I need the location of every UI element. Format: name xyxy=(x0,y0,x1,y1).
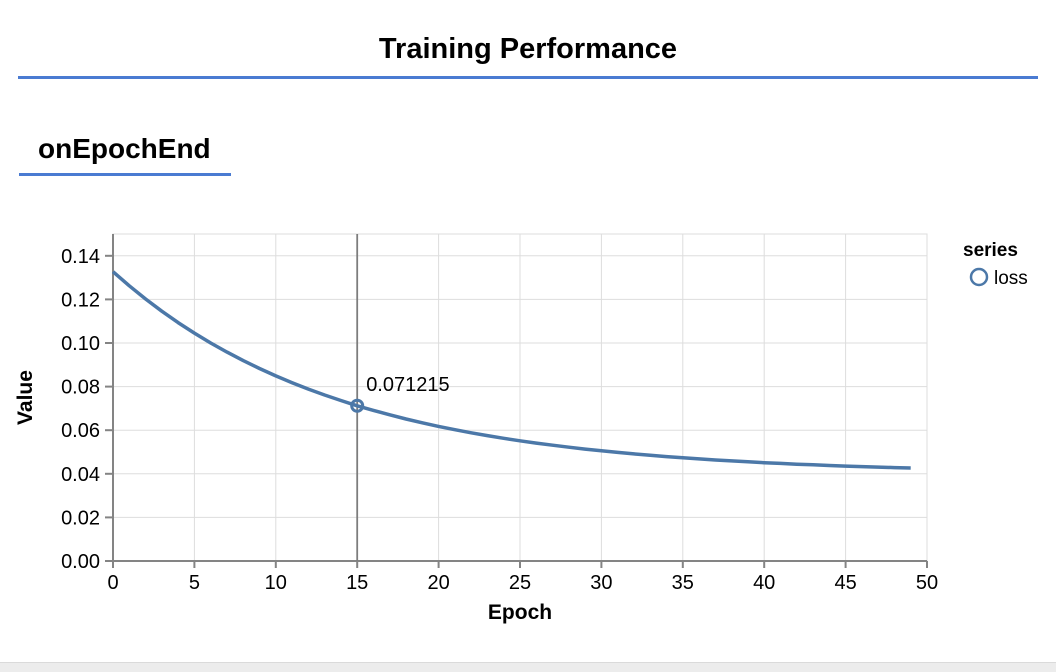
y-axis-title: Value xyxy=(14,370,37,425)
x-tick-label: 35 xyxy=(672,572,694,594)
highlight-point xyxy=(350,398,365,413)
x-axis-title: Epoch xyxy=(488,601,552,624)
y-tick-label: 0.14 xyxy=(61,246,100,268)
axis-ticks: 0 5 10 15 20 25 30 35 40 45 50 0.00 0.02 0.04 0.06 0.08… xyxy=(61,246,938,594)
page-title: Training Performance xyxy=(378,33,678,65)
y-tick-label: 0.00 xyxy=(61,551,100,573)
x-tick-label: 10 xyxy=(265,572,287,594)
y-tick-label: 0.06 xyxy=(61,420,100,442)
x-tick-label: 0 xyxy=(107,572,118,594)
x-tick-label: 50 xyxy=(916,572,938,594)
y-tick-label: 0.08 xyxy=(61,377,100,399)
tooltip-value: 0.071215 xyxy=(366,374,449,396)
section-label: onEpochEnd xyxy=(38,133,211,164)
title-underline xyxy=(18,76,1038,79)
x-tick-label: 15 xyxy=(346,572,368,594)
x-tick-label: 5 xyxy=(189,572,200,594)
bottom-scroll-strip xyxy=(0,662,1056,672)
y-tick-label: 0.04 xyxy=(61,464,100,486)
x-tick-label: 25 xyxy=(509,572,531,594)
x-tick-label: 20 xyxy=(427,572,449,594)
y-tick-label: 0.12 xyxy=(61,289,100,311)
legend-title: series xyxy=(963,240,1018,261)
x-tick-label: 30 xyxy=(590,572,612,594)
y-tick-label: 0.02 xyxy=(61,507,100,529)
x-tick-label: 45 xyxy=(834,572,856,594)
loss-curve[interactable] xyxy=(111,270,911,470)
legend-item-label: loss xyxy=(994,268,1028,289)
legend-circle-icon xyxy=(969,267,989,287)
x-tick-label: 40 xyxy=(753,572,775,594)
gridlines xyxy=(113,234,928,561)
section-underline xyxy=(19,173,231,176)
legend: series loss xyxy=(963,240,1028,289)
y-tick-label: 0.10 xyxy=(61,333,100,355)
